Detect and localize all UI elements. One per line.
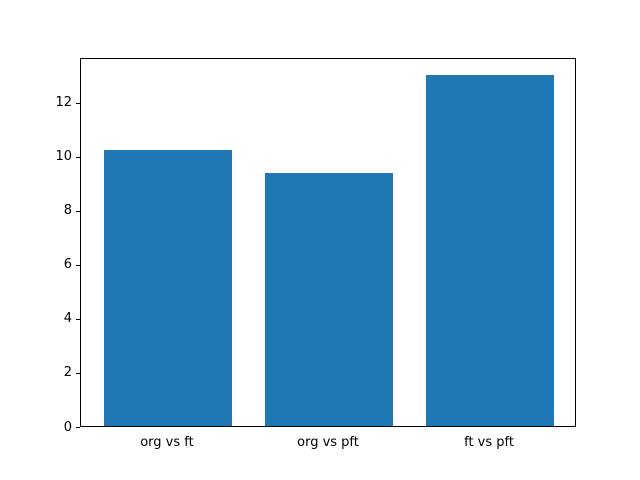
bar-ft-vs-pft xyxy=(425,74,555,426)
y-tick-label: 4 xyxy=(63,311,72,327)
x-tick-label: org vs pft xyxy=(297,435,359,450)
y-tick-mark xyxy=(76,210,80,212)
y-tick-mark xyxy=(76,372,80,374)
y-tick-mark xyxy=(76,427,80,428)
y-tick-mark xyxy=(76,264,80,266)
y-tick-label: 12 xyxy=(55,95,72,111)
y-tick-mark xyxy=(76,102,80,104)
plot-area xyxy=(80,58,576,427)
y-tick-mark xyxy=(76,318,80,320)
y-tick-label: 8 xyxy=(63,203,72,219)
y-tick-label: 0 xyxy=(63,419,72,435)
x-tick-label: ft vs pft xyxy=(464,435,514,450)
y-tick-label: 10 xyxy=(55,149,72,165)
bar-org-vs-pft xyxy=(264,173,394,426)
y-tick-label: 2 xyxy=(63,365,72,381)
x-tick-label: org vs ft xyxy=(140,435,194,450)
bar-org-vs-ft xyxy=(103,150,233,426)
y-tick-mark xyxy=(76,156,80,158)
y-tick-label: 6 xyxy=(63,257,72,273)
